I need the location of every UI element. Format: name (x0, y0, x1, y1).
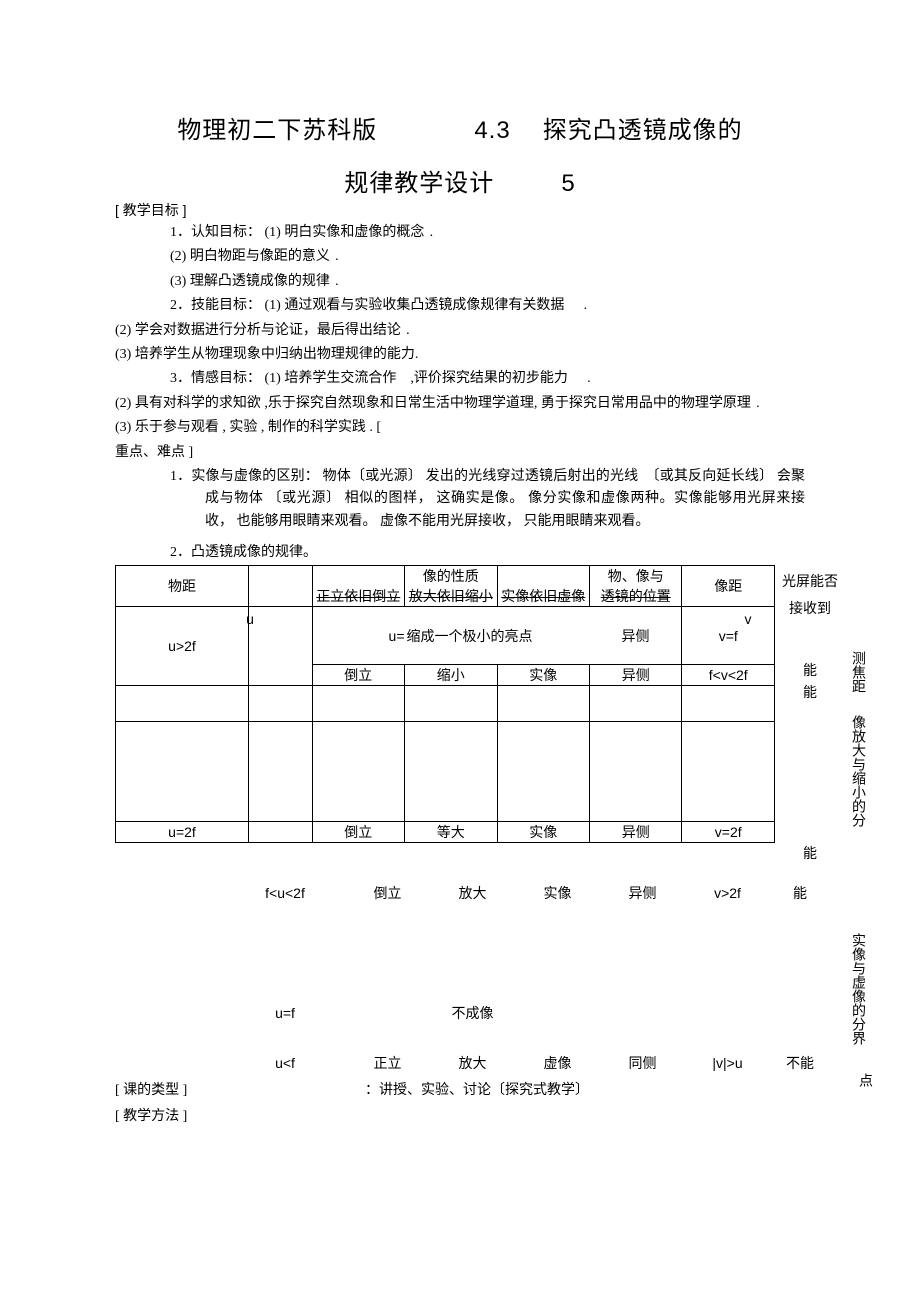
rules-table-wrap: 物距 像的性质 物、像与 像距 正立依旧倒立 放大依旧缩小 实像依旧虚像 透镜的… (115, 565, 805, 843)
side-gp1: 光屏能否 (780, 565, 840, 601)
td-gap-a (116, 686, 249, 722)
goals-head: [ 教学目标 ] (115, 200, 805, 220)
th-wuxiang: 物、像与 (589, 566, 681, 587)
td-r2-zl: 倒立 (312, 665, 404, 686)
td-r1-wx: 异侧 (589, 607, 681, 665)
o1-zl: 倒立 (345, 883, 430, 903)
goal-2: 2．技能目标： (1) 通过观看与实验收集凸透镜成像规律有关数据 ﹒ (115, 295, 805, 317)
title-line1: 物理初二下苏科版 4.3 探究凸透镜成像的 (115, 110, 805, 145)
goal-2-2: (2) 学会对数据进行分析与论证，最后得出结论﹒ (115, 320, 805, 342)
keypoint-2-head: 2．凸透镜成像的规律。 (115, 541, 805, 561)
keypoints-head: 重点、难点 ] (115, 442, 805, 464)
o3-sx: 虚像 (515, 1053, 600, 1073)
open-row-1: f<u<2f 倒立 放大 实像 异侧 v>2f 能 (115, 883, 805, 903)
side-r3-ok: 能 (780, 846, 840, 864)
ann-cejiaoju: 测焦距 (847, 651, 867, 693)
td-big-g (682, 722, 775, 822)
th-wx: 透镜的位置 (589, 586, 681, 607)
o1-sx: 实像 (515, 883, 600, 903)
type-value: ：讲授、实验、讨论〔探究式教学〕 (365, 1079, 805, 1099)
o1-wx: 异侧 (600, 883, 685, 903)
th-xingzhi: 像的性质 (405, 566, 497, 587)
open-row-3: u<f 正立 放大 虚像 同侧 |v|>u 不能 (115, 1053, 805, 1073)
td-r3-sx: 实像 (497, 822, 589, 843)
td-r2-v: f<v<2f (682, 665, 775, 686)
th-zl: 正立依旧倒立 (312, 586, 404, 607)
o2-text: 不成像 (430, 1003, 515, 1023)
th-sx: 实像依旧虚像 (497, 586, 589, 607)
ann-dian: 点 (854, 1073, 874, 1087)
side-gp2: 接收到 (780, 601, 840, 625)
td-big-b (248, 722, 312, 822)
side-r2-ok: 能 (780, 685, 840, 703)
rules-table: 物距 像的性质 物、像与 像距 正立依旧倒立 放大依旧缩小 实像依旧虚像 透镜的… (115, 565, 775, 843)
o3-zl: 正立 (345, 1053, 430, 1073)
th-empty (248, 566, 312, 607)
o1-fd: 放大 (430, 883, 515, 903)
o1-u: f<u<2f (225, 885, 345, 901)
goal-1-3: (3) 理解凸透镜成像的规律﹒ (115, 271, 805, 293)
o1-ok: 能 (770, 883, 830, 903)
td-gap-f (589, 686, 681, 722)
o3-u: u<f (225, 1055, 345, 1071)
title-line2: 规律教学设计 5 (115, 163, 805, 198)
footer-type: [ 课的类型 ] ：讲授、实验、讨论〔探究式教学〕 (115, 1079, 805, 1099)
goal-3-2: (2) 具有对科学的求知欲 ,乐于探究自然现象和日常生活中物理学道理, 勇于探究… (115, 393, 805, 415)
o3-v: |v|>u (685, 1055, 770, 1071)
o3-wx: 同侧 (600, 1053, 685, 1073)
td-big-c (312, 722, 404, 822)
td-gap-d (405, 686, 497, 722)
title-num: 4.3 (474, 117, 510, 145)
goal-3-3: (3) 乐于参与观看 , 实验 , 制作的科学实践 . [ (115, 417, 805, 439)
ann-fangda: 像放大与缩小的分 (847, 715, 867, 827)
side-r1-ok: 能 (780, 663, 840, 681)
th-wuju: 物距 (116, 566, 249, 607)
side-guangping: 光屏能否 接收到 能 能 能 (780, 565, 840, 864)
footer-method: [ 教学方法 ] (115, 1105, 805, 1125)
open-row-2: u=f 不成像 (115, 1003, 805, 1023)
td-r3-v: v=2f (682, 822, 775, 843)
td-gap-c (312, 686, 404, 722)
side-u: u (225, 611, 275, 629)
td-r2-fd: 缩小 (405, 665, 497, 686)
o1-v: v>2f (685, 885, 770, 901)
td-gap-b (248, 686, 312, 722)
td-gap-e (497, 686, 589, 722)
td-big-f (589, 722, 681, 822)
goal-2-3: (3) 培养学生从物理现象中归纳出物理规律的能力. (115, 344, 805, 366)
td-r3-fd: 等大 (405, 822, 497, 843)
td-gap-g (682, 686, 775, 722)
side-v: v (723, 611, 773, 629)
o3-ok: 不能 (770, 1053, 830, 1073)
th-blank1 (312, 566, 404, 587)
td-r2-wx: 异侧 (589, 665, 681, 686)
td-r3-zl: 倒立 (312, 822, 404, 843)
goal-1-2: (2) 明白物距与像距的意义﹒ (115, 246, 805, 268)
th-xiangju: 像距 (682, 566, 775, 607)
title2-num: 5 (561, 170, 575, 198)
o3-fd: 放大 (430, 1053, 515, 1073)
goal-3: 3．情感目标： (1) 培养学生交流合作 ,评价探究结果的初步能力 ﹒ (115, 368, 805, 390)
td-r1-text: 缩成一个极小的亮点 (405, 607, 590, 665)
keypoint-1: 1．实像与虚像的区别： 物体〔或光源〕 发出的光线穿过透镜后射出的光线 〔或其反… (115, 466, 805, 533)
open-rows: f<u<2f 倒立 放大 实像 异侧 v>2f 能 实像与虚像的分界 u=f 不… (115, 883, 805, 1073)
td-r1-u: u= (312, 607, 404, 665)
title-right: 探究凸透镜成像的 (543, 118, 743, 144)
o2-u: u=f (225, 1005, 345, 1021)
title2-left: 规律教学设计 (344, 171, 494, 197)
th-blank2 (497, 566, 589, 587)
td-big-a (116, 722, 249, 822)
td-r3-empty (248, 822, 312, 843)
td-r3-u: u=2f (116, 822, 249, 843)
td-r2-sx: 实像 (497, 665, 589, 686)
type-label: [ 课的类型 ] (115, 1079, 365, 1099)
td-big-e (497, 722, 589, 822)
goal-1: 1．认知目标： (1) 明白实像和虚像的概念﹒ (115, 222, 805, 244)
th-fd: 放大依旧缩小 (405, 586, 497, 607)
td-r3-wx: 异侧 (589, 822, 681, 843)
td-big-d (405, 722, 497, 822)
title-left: 物理初二下苏科版 (177, 110, 377, 145)
ann-shixu: 实像与虚像的分界 (847, 933, 867, 1045)
